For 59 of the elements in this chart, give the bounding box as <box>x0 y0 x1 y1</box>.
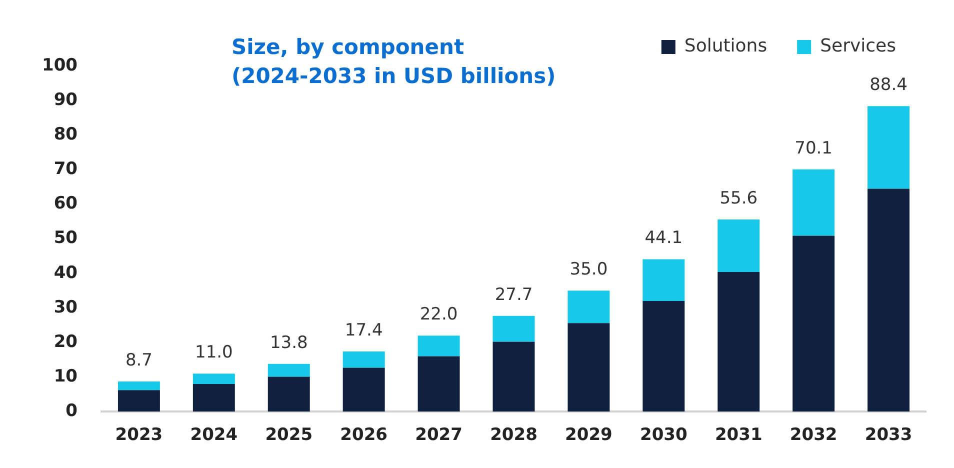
total-label: 70.1 <box>794 138 832 158</box>
y-tick-label: 90 <box>54 90 78 110</box>
y-tick-label: 50 <box>54 228 78 248</box>
y-tick-label: 80 <box>54 124 78 145</box>
x-tick-label: 2030 <box>640 425 688 446</box>
bar <box>118 382 160 390</box>
bar <box>642 301 685 412</box>
bar <box>268 364 310 377</box>
y-tick-label: 70 <box>54 159 78 180</box>
bar <box>342 351 385 368</box>
legend-label: Solutions <box>684 36 768 57</box>
bar <box>568 290 610 324</box>
x-tick-label: 2032 <box>790 425 838 446</box>
total-label: 35.0 <box>570 260 608 280</box>
total-label: 8.7 <box>125 350 152 371</box>
total-label: 55.6 <box>720 188 758 208</box>
x-tick-label: 2029 <box>565 425 612 446</box>
total-label: 22.0 <box>420 304 458 325</box>
bar <box>718 272 760 412</box>
y-tick-label: 40 <box>54 262 78 283</box>
bar <box>192 384 235 412</box>
bar <box>418 336 460 356</box>
x-tick-label: 2025 <box>265 425 313 446</box>
y-tick-label: 30 <box>54 297 78 318</box>
legend-label: Services <box>820 36 896 57</box>
bar <box>268 376 310 412</box>
bar <box>492 342 535 412</box>
total-label: 27.7 <box>494 284 533 305</box>
y-tick-label: 0 <box>66 401 78 422</box>
total-label: 17.4 <box>344 320 383 340</box>
total-label: 88.4 <box>870 75 908 96</box>
x-tick-label: 2024 <box>190 425 238 446</box>
bar <box>868 106 910 189</box>
x-tick-label: 2033 <box>864 425 912 446</box>
y-tick-label: 100 <box>42 55 78 76</box>
x-tick-label: 2023 <box>115 425 163 446</box>
y-tick-label: 20 <box>54 332 78 352</box>
bar <box>118 390 160 412</box>
x-tick-label: 2028 <box>490 425 538 446</box>
x-tick-label: 2027 <box>415 425 462 446</box>
bar <box>792 236 835 412</box>
bar <box>868 188 910 412</box>
bar <box>642 259 685 302</box>
x-tick-label: 2026 <box>340 425 388 446</box>
total-label: 13.8 <box>270 332 308 353</box>
x-tick-label: 2031 <box>714 425 762 446</box>
total-label: 44.1 <box>644 228 683 248</box>
bar <box>792 169 835 236</box>
bar <box>718 219 760 272</box>
bar <box>568 323 610 412</box>
bar <box>492 316 535 342</box>
bar <box>192 374 235 384</box>
bar <box>418 356 460 412</box>
y-tick-label: 10 <box>54 366 78 386</box>
chart-title: Size, by component <box>231 35 464 59</box>
y-tick-label: 60 <box>54 194 78 214</box>
total-label: 11.0 <box>194 342 233 363</box>
chart-subtitle: (2024-2033 in USD billions) <box>231 64 556 88</box>
bar <box>342 368 385 412</box>
